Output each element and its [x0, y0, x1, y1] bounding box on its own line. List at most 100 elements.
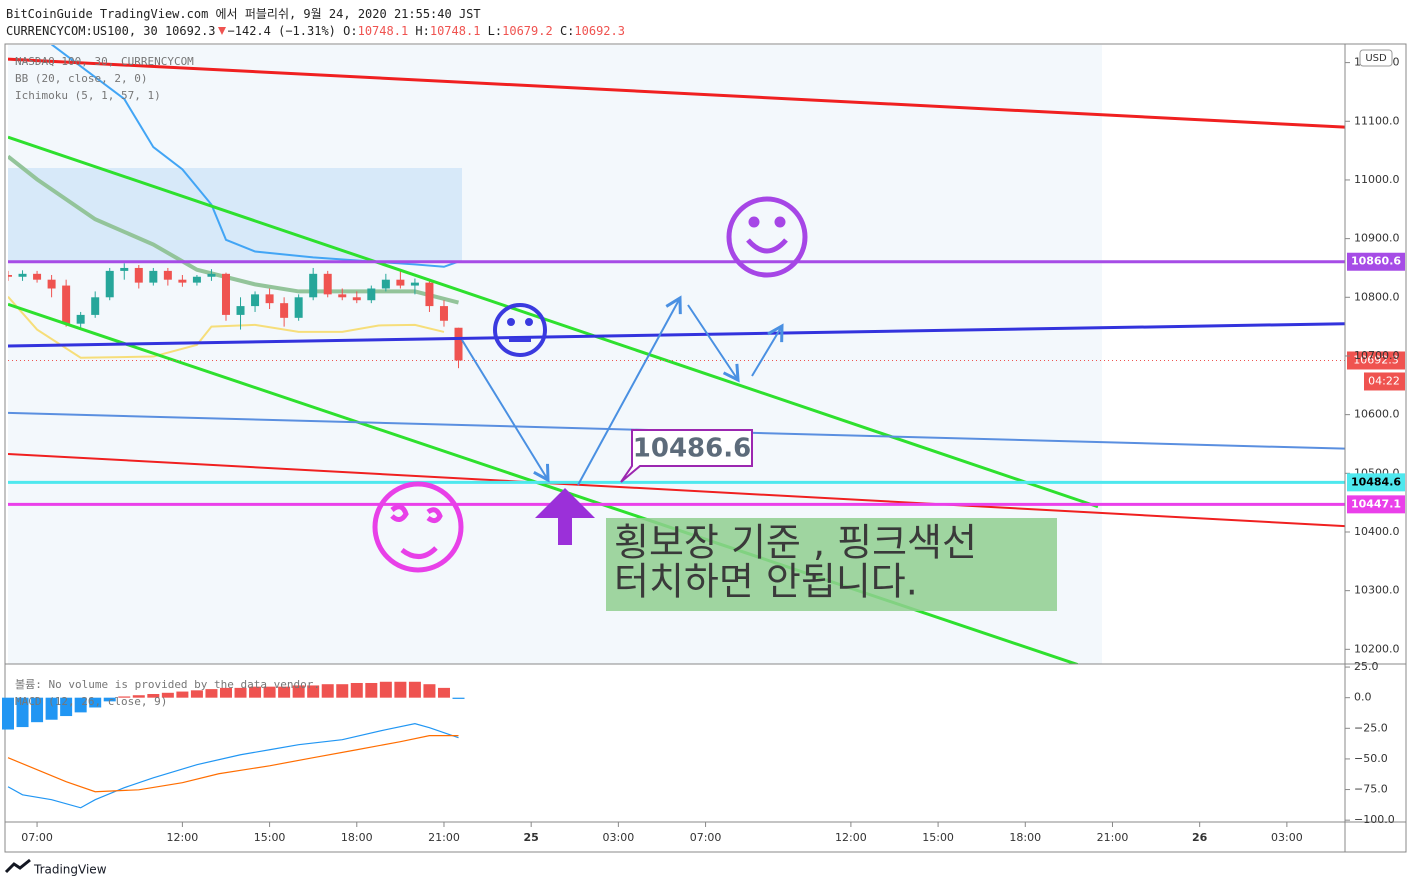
histogram-bar	[394, 681, 407, 698]
x-tick-label: 21:00	[428, 831, 460, 844]
histogram-bar	[60, 697, 73, 717]
candle-body	[323, 273, 332, 295]
histogram-bar	[132, 695, 145, 698]
histogram-bar	[176, 691, 189, 698]
candle-body	[134, 267, 143, 283]
histogram-bar	[408, 681, 421, 698]
volume-note: 볼륨: No volume is provided by the data ve…	[15, 678, 320, 691]
y-tick-label: 10900.0	[1354, 232, 1400, 245]
indicator-line	[8, 296, 445, 359]
candle-body	[381, 279, 390, 289]
annotations: 10486.6 횡보장 기준 , 핑크색선 터치하면 안됩니다.	[372, 196, 1057, 611]
x-tick-label: 03:00	[603, 831, 635, 844]
histogram-bar	[219, 687, 232, 698]
ohlc-h: 10748.1	[429, 24, 481, 38]
x-tick-label: 12:00	[835, 831, 867, 844]
currency: USD	[1365, 53, 1387, 64]
down-icon	[217, 27, 226, 35]
symbol-line: CURRENCYCOM:US100, 30 10692.3 −142.4 (−1.…	[6, 23, 625, 40]
candle-body	[105, 270, 114, 298]
ohlc-h-label: H:	[415, 24, 430, 38]
x-tick-label: 18:00	[341, 831, 373, 844]
candle-body	[149, 270, 158, 283]
histogram-bar	[321, 684, 334, 698]
histogram-bar	[437, 687, 450, 698]
frame	[4, 43, 1407, 853]
histogram-bar	[423, 684, 436, 698]
x-tick-label: 15:00	[254, 831, 286, 844]
y-tick-label: 10400.0	[1354, 525, 1400, 538]
histogram-bar	[365, 682, 378, 698]
histogram-bar	[292, 685, 305, 698]
y-tick-label: 0.0	[1354, 691, 1372, 704]
histogram-bar	[161, 692, 174, 698]
histogram-bar	[147, 694, 160, 698]
histogram-bar	[45, 697, 58, 720]
candle-body	[120, 267, 129, 271]
histogram-bar	[89, 697, 102, 708]
candle-body	[8, 274, 12, 277]
legend-symbol: NASDAQ 100, 30, CURRENCYCOM	[15, 55, 194, 68]
ohlc-l-label: L:	[487, 24, 503, 38]
x-tick-label: 18:00	[1009, 831, 1041, 844]
symbol: CURRENCYCOM:US100, 30	[6, 24, 158, 38]
candle-body	[294, 297, 303, 318]
candle-body	[207, 273, 216, 277]
candle-body	[251, 294, 260, 307]
signal-line	[7, 735, 459, 793]
y-tick-label: 10300.0	[1354, 584, 1400, 597]
candle-body	[91, 297, 100, 315]
y-tick-label: 10600.0	[1354, 408, 1400, 421]
x-tick-label: 25	[524, 831, 539, 844]
y-tick-label: 10700.0	[1354, 349, 1400, 362]
legend-ichimoku: Ichimoku (5, 1, 57, 1)	[15, 89, 161, 102]
x-tick-label: 15:00	[922, 831, 954, 844]
x-tick-label: 26	[1192, 831, 1208, 844]
up-arrow	[535, 488, 595, 545]
y-tick-label: 11100.0	[1354, 114, 1400, 127]
candle-body	[178, 279, 187, 283]
note-box	[606, 518, 1057, 611]
last-price: 10692.3	[1353, 353, 1399, 366]
histogram-bar	[249, 686, 262, 698]
macd-label: MACD (12, 26, close, 9)	[15, 695, 167, 708]
histogram-bar	[278, 686, 291, 698]
callout-box	[620, 429, 753, 483]
price-badge-label: 10860.6	[1351, 255, 1401, 268]
price-badge-label: 10484.6	[1351, 475, 1401, 488]
candle-body	[410, 282, 419, 286]
ohlc-c-label: C:	[559, 24, 575, 38]
y-tick-label: −100.0	[1354, 813, 1395, 826]
y-tick-label: 11000.0	[1354, 173, 1400, 186]
dizzy-face	[372, 481, 464, 573]
countdown: 04:22	[1368, 374, 1400, 387]
neutral-face	[493, 303, 547, 357]
histogram-bar	[350, 682, 363, 698]
histogram-bar	[118, 696, 131, 698]
price-badge	[1347, 473, 1405, 492]
histogram-bar	[16, 697, 29, 728]
candle-body	[62, 285, 71, 324]
last-price-badge	[1347, 351, 1405, 370]
candle-body	[280, 303, 289, 318]
candle-body	[76, 314, 85, 324]
currency-box	[1359, 49, 1393, 67]
indicator-line	[50, 45, 459, 268]
happy-face	[726, 196, 808, 278]
price-badge-label: 10447.1	[1351, 497, 1401, 510]
header: BitCoinGuide TradingView.com 에서 퍼블리쉬, 9월…	[6, 6, 625, 40]
histogram-bar	[74, 697, 87, 713]
footer: TradingView	[33, 863, 107, 877]
candle-body	[454, 327, 463, 361]
x-tick-label: 21:00	[1097, 831, 1129, 844]
trend-line	[8, 135, 1099, 509]
candle-body	[309, 273, 318, 298]
y-tick-label: 10800.0	[1354, 290, 1400, 303]
trend-line	[8, 57, 1345, 129]
trend-line	[8, 322, 1345, 348]
histogram-bar	[452, 697, 465, 699]
last: 10692.3	[164, 24, 216, 38]
candle-body	[163, 270, 172, 280]
